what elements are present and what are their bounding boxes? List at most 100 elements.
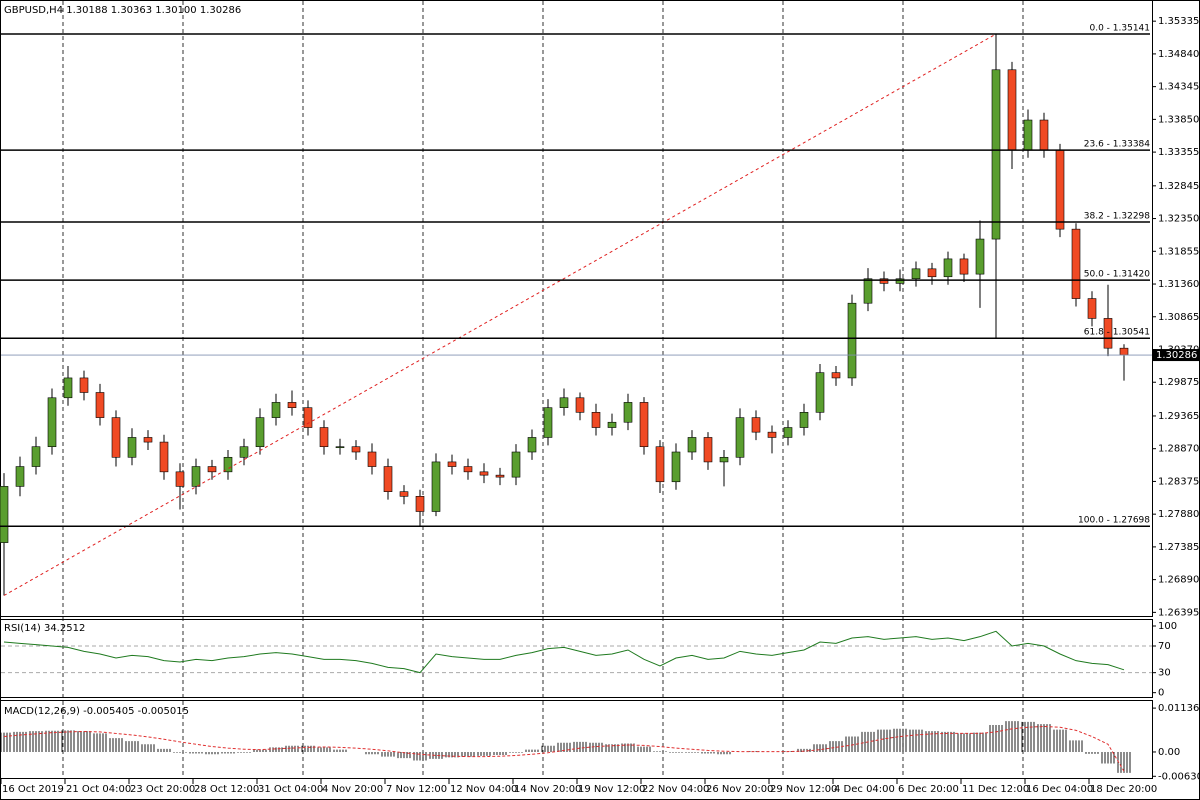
y-tick-label: 1.30865 [1158,312,1199,323]
candle-body [287,402,297,408]
candle-body [1023,119,1033,151]
candle-body [975,238,985,275]
y-tick-label: 1.29365 [1158,411,1199,422]
x-tick-label: 16 Dec 04:00 [1026,784,1093,795]
candle-body [527,437,537,453]
candle-body [335,446,345,449]
candle-body [703,437,713,463]
y-tick-label: 1.35335 [1158,16,1199,27]
y-tick-label: 30 [1158,668,1171,679]
y-tick-label: 1.28375 [1158,476,1199,487]
candle-body [239,446,249,458]
candle-body [1055,149,1065,230]
y-tick-label: 1.31360 [1158,279,1199,290]
candle-body [79,377,89,393]
candle-body [383,466,393,492]
y-tick-label: 100 [1158,621,1177,632]
y-tick-label: 1.26395 [1158,607,1199,618]
candle-body [655,446,665,483]
candle-body [591,412,601,428]
candle-body [1103,318,1113,349]
candle-body [927,268,937,278]
x-tick-label: 31 Oct 04:00 [258,784,323,795]
candle-body [31,446,41,467]
candle-body [719,456,729,463]
x-tick-label: 4 Dec 04:00 [834,784,895,795]
candle-body [879,278,889,284]
candle-body [687,437,697,453]
candle-body [431,461,441,512]
y-tick-label: 1.33850 [1158,114,1199,125]
candle-body [559,397,569,408]
candle-body [143,437,153,443]
candle-body [639,402,649,448]
fib-trendline [3,33,997,596]
candle-body [863,278,873,304]
candle-body [1071,228,1081,299]
price-badge-label: 1.30286 [1156,350,1197,361]
main-pane [0,0,1153,617]
x-tick-label: 29 Nov 12:00 [770,784,837,795]
candle-body [831,372,841,379]
candle-body [1087,298,1097,319]
x-tick-label: 7 Nov 12:00 [386,784,447,795]
rsi-line [3,630,1125,674]
candle-body [271,402,281,418]
candle-body [367,451,377,467]
candle-body [911,268,921,280]
x-tick-label: 28 Oct 12:00 [194,784,259,795]
y-tick-label: 1.26890 [1158,575,1199,586]
candle-body [63,377,73,399]
y-tick-label: 1.29875 [1158,377,1199,388]
x-tick-label: 23 Oct 20:00 [130,784,195,795]
y-tick-label: 0.01136 [1158,703,1199,714]
y-tick-label: -0.006301 [1158,771,1200,782]
candle-body [463,466,473,473]
candle-body [47,397,57,448]
candle-body [671,451,681,483]
v-grid [62,1,1024,778]
x-tick-label: 12 Nov 04:00 [450,784,517,795]
candle-body [735,417,745,458]
candle-body [511,451,521,478]
candle-body [303,407,313,428]
candle-body [447,461,457,467]
y-tick-label: 1.33355 [1158,147,1199,158]
y-tick-label: 70 [1158,641,1171,652]
candle-body [767,431,777,438]
rsi-pane [0,619,1153,698]
candle-body [847,302,857,379]
candle-body [1039,119,1049,151]
candle-body [895,278,905,284]
candle-body [623,402,633,423]
fib-label: 23.6 - 1.33384 [1084,140,1150,150]
x-tick-label: 18 Dec 20:00 [1090,784,1157,795]
candle-body [95,392,105,418]
candle-body [1119,347,1129,356]
candle-body [223,456,233,473]
candle-body [351,446,361,453]
y-tick-label: 0.00 [1158,747,1180,758]
fib-label: 61.8 - 1.30541 [1084,328,1150,338]
candle-body [175,471,185,487]
y-tick-label: 1.32845 [1158,181,1199,192]
candle-body [943,258,953,278]
candle-body [543,407,553,438]
fib-label: 38.2 - 1.32298 [1084,212,1150,222]
candle-body [959,258,969,275]
macd-pane [0,700,1153,779]
x-tick-label: 26 Nov 20:00 [706,784,773,795]
chart-title: GBPUSD,H4 1.30188 1.30363 1.30100 1.3028… [4,5,241,16]
candle-body [783,427,793,438]
fib-label: 100.0 - 1.27698 [1078,516,1150,526]
candle-body [255,417,265,448]
signal-line [3,725,1125,772]
y-tick-label: 1.28870 [1158,444,1199,455]
y-tick-label: 0 [1158,688,1164,699]
candle-body [991,69,1001,240]
candle-body [399,491,409,497]
x-tick-label: 16 Oct 2019 [2,784,64,795]
candle-body [319,427,329,448]
